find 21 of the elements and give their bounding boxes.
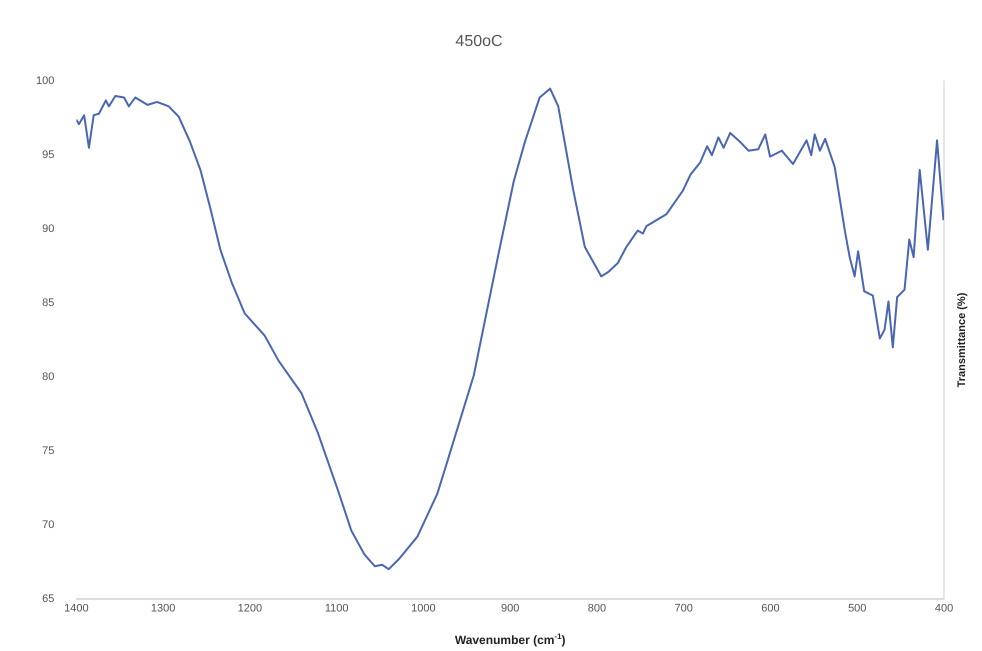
x-tick-label: 1400	[64, 602, 89, 614]
y-tick-label: 90	[42, 223, 54, 236]
x-tick-label: 900	[500, 602, 520, 614]
x-tick-label: 1300	[150, 602, 176, 614]
x-tick-label: 400	[934, 602, 954, 614]
chart-title: 450oC	[455, 33, 503, 50]
y-axis-title: Transmittance (%)	[956, 292, 968, 388]
y-tick-label: 85	[42, 297, 54, 310]
x-tick-label: 500	[848, 602, 866, 614]
x-tick-label: 1000	[411, 602, 436, 614]
y-tick-label: 100	[36, 75, 54, 88]
x-tick-label: 700	[674, 602, 693, 614]
y-tick-label: 75	[42, 444, 54, 457]
x-tick-label: 1100	[324, 602, 348, 614]
x-tick-label: 800	[588, 602, 606, 614]
x-tick-label: 1200	[238, 602, 262, 614]
y-tick-label: 80	[42, 371, 54, 384]
y-tick-label: 65	[42, 592, 54, 605]
x-tick-label: 600	[761, 602, 780, 614]
y-tick-label: 70	[42, 518, 54, 531]
y-tick-label: 95	[42, 149, 54, 162]
